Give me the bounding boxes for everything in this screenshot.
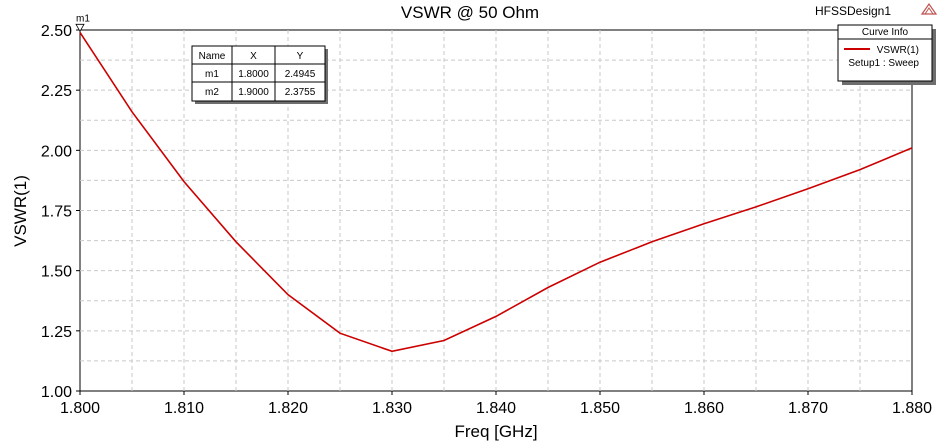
design-name: HFSSDesign1	[815, 4, 891, 18]
table-cell: m2	[205, 87, 219, 98]
marker-triangle-icon[interactable]	[75, 23, 85, 33]
table-header-cell: Y	[297, 51, 304, 62]
legend-series-setup: Setup1 : Sweep	[848, 58, 919, 69]
table-cell: 2.3755	[285, 87, 316, 98]
table-cell: 1.8000	[238, 69, 269, 80]
x-axis-ticks: 1.800 1.810 1.820 1.830 1.840 1.850 1.860 1.870…	[60, 391, 932, 417]
plot-area: 1.001.251.501.752.002.252.50 1.800 1.810 1…	[41, 13, 932, 417]
x-tick-label: 1.840	[476, 400, 516, 417]
table-cell: 1.9000	[238, 87, 269, 98]
grid-lines	[80, 30, 912, 391]
y-tick-label: 2.25	[41, 83, 72, 100]
table-cell: m1	[205, 69, 219, 80]
x-tick-label: 1.810	[164, 400, 204, 417]
marker-table[interactable]: Name X Ym1 1.8000 2.4945 m2 1.9000 2.3755	[191, 45, 328, 104]
table-cell: 2.4945	[285, 69, 316, 80]
y-tick-label: 2.00	[41, 143, 72, 160]
x-tick-label: 1.850	[580, 400, 620, 417]
legend-title: Curve Info	[862, 27, 909, 38]
marker-label: m1	[76, 13, 90, 24]
chart-title: VSWR @ 50 Ohm	[401, 3, 539, 22]
marker-table-cells: Name X Ym1 1.8000 2.4945 m2 1.9000 2.3755	[192, 46, 325, 101]
legend-series-name: VSWR(1)	[877, 45, 919, 56]
y-tick-label: 1.25	[41, 324, 72, 341]
y-tick-label: 2.50	[41, 23, 72, 40]
ansys-triangle-icon	[920, 2, 938, 15]
y-tick-label: 1.75	[41, 204, 72, 221]
x-tick-label: 1.880	[892, 400, 932, 417]
y-axis-ticks: 1.00 1.25 1.50 1.75 2.00 2.25 2.50	[41, 23, 80, 401]
table-header-cell: X	[250, 51, 257, 62]
table-header-cell: Name	[199, 51, 226, 62]
y-tick-label: 1.50	[41, 264, 72, 281]
x-tick-label: 1.800	[60, 400, 100, 417]
y-axis-label: VSWR(1)	[11, 175, 30, 247]
x-tick-label: 1.830	[372, 400, 412, 417]
x-tick-label: 1.860	[684, 400, 724, 417]
y-tick-label: 1.00	[41, 384, 72, 401]
legend-curve-info[interactable]: Curve Info VSWR(1) Setup1 : Sweep	[837, 24, 936, 85]
x-tick-label: 1.820	[268, 400, 308, 417]
series-layer	[79, 31, 913, 353]
marker-layer: m1	[75, 13, 90, 33]
x-axis-label: Freq [GHz]	[454, 422, 537, 441]
x-tick-label: 1.870	[788, 400, 828, 417]
series-line-vswr	[79, 31, 913, 353]
